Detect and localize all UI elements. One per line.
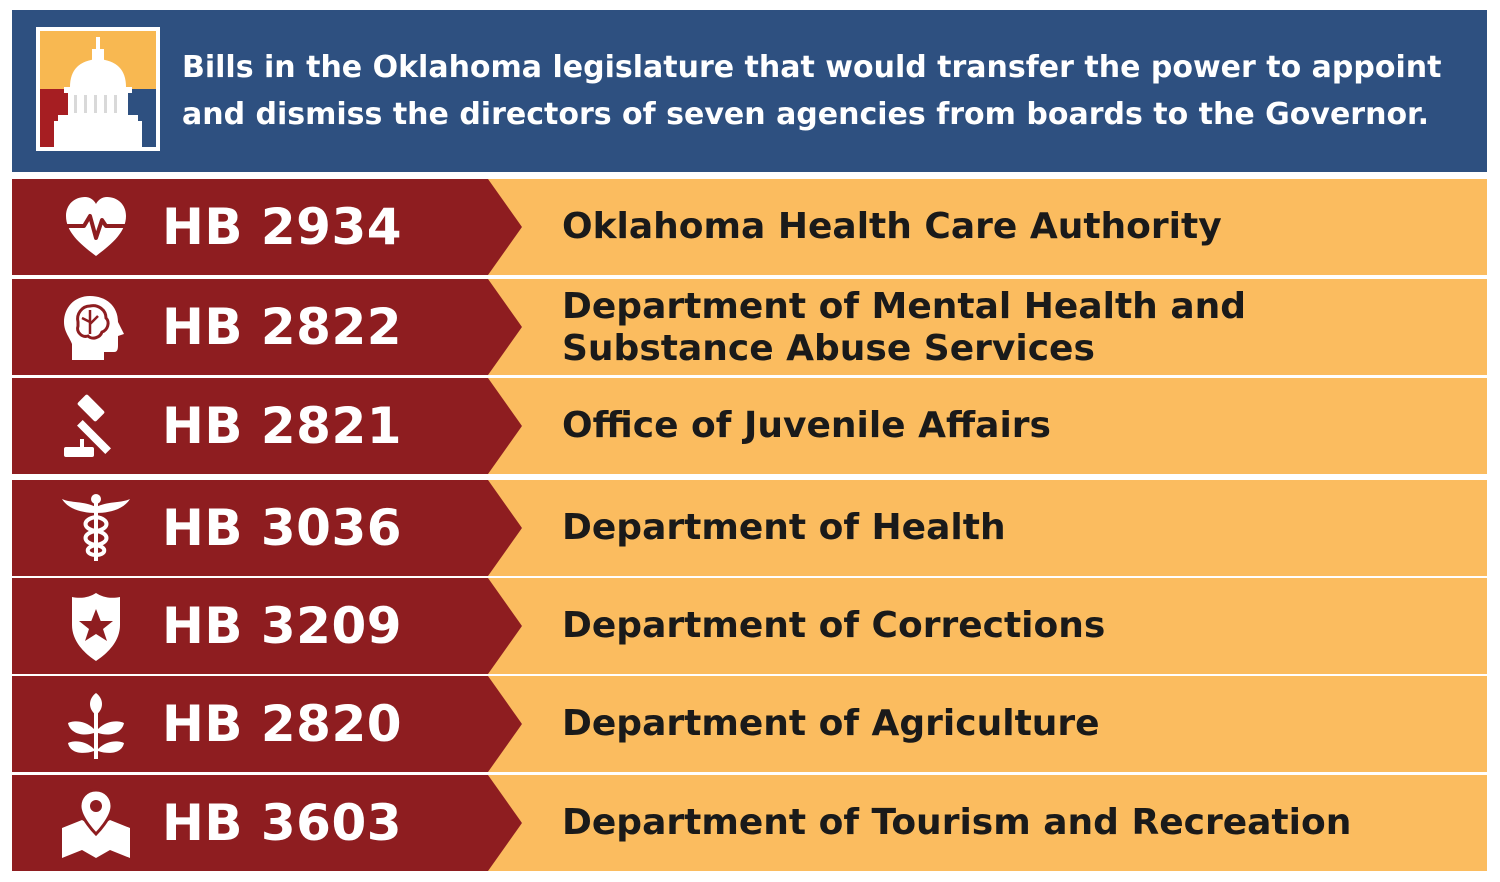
row-background [12,578,1487,674]
bill-number: HB 2934 [162,198,403,256]
agency-name: Department of Agriculture [562,703,1100,744]
agency-name: Department of Tourism and Recreation [562,802,1352,843]
row-background [12,179,1487,275]
bill-row: HB 2934 Oklahoma Health Care Authority [12,179,1487,275]
map-pin-icon [62,788,130,858]
page-title: Bills in the Oklahoma legislature that w… [182,50,1442,132]
bill-row: HB 2820 Department of Agriculture [12,676,1487,772]
bill-number: HB 3209 [162,597,403,655]
bill-number: HB 2821 [162,397,403,455]
heart-pulse-icon [66,197,126,256]
bill-row: HB 2821 Office of Juvenile Affairs [12,378,1487,474]
caduceus-icon [62,494,130,561]
brain-head-icon [64,296,124,360]
row-background [12,676,1487,772]
bill-number: HB 3603 [162,794,403,852]
row-background [12,378,1487,474]
row-background [12,775,1487,871]
row-background [12,480,1487,576]
bill-row: HB 3036 Department of Health [12,480,1487,576]
agency-name: Department of Health [562,507,1006,548]
bill-number: HB 3036 [162,499,403,557]
row-background [12,279,1487,375]
plant-sprout-icon [68,693,124,759]
police-badge-icon [72,593,120,661]
bill-number: HB 2820 [162,695,403,753]
header-banner: Bills in the Oklahoma legislature that w… [12,10,1487,172]
gavel-icon [64,394,111,457]
bill-number: HB 2822 [162,298,403,356]
agency-name: Department of Corrections [562,605,1106,646]
bill-row: HB 3209 Department of Corrections [12,578,1487,674]
agency-name: Office of Juvenile Affairs [562,405,1051,446]
agency-name: Department of Mental Health and Substanc… [562,286,1247,369]
agency-name: Oklahoma Health Care Authority [562,206,1222,247]
bill-row: HB 2822 Department of Mental Health and … [12,279,1487,375]
capitol-dome-icon [36,27,160,151]
bill-row: HB 3603 Department of Tourism and Recrea… [12,775,1487,871]
